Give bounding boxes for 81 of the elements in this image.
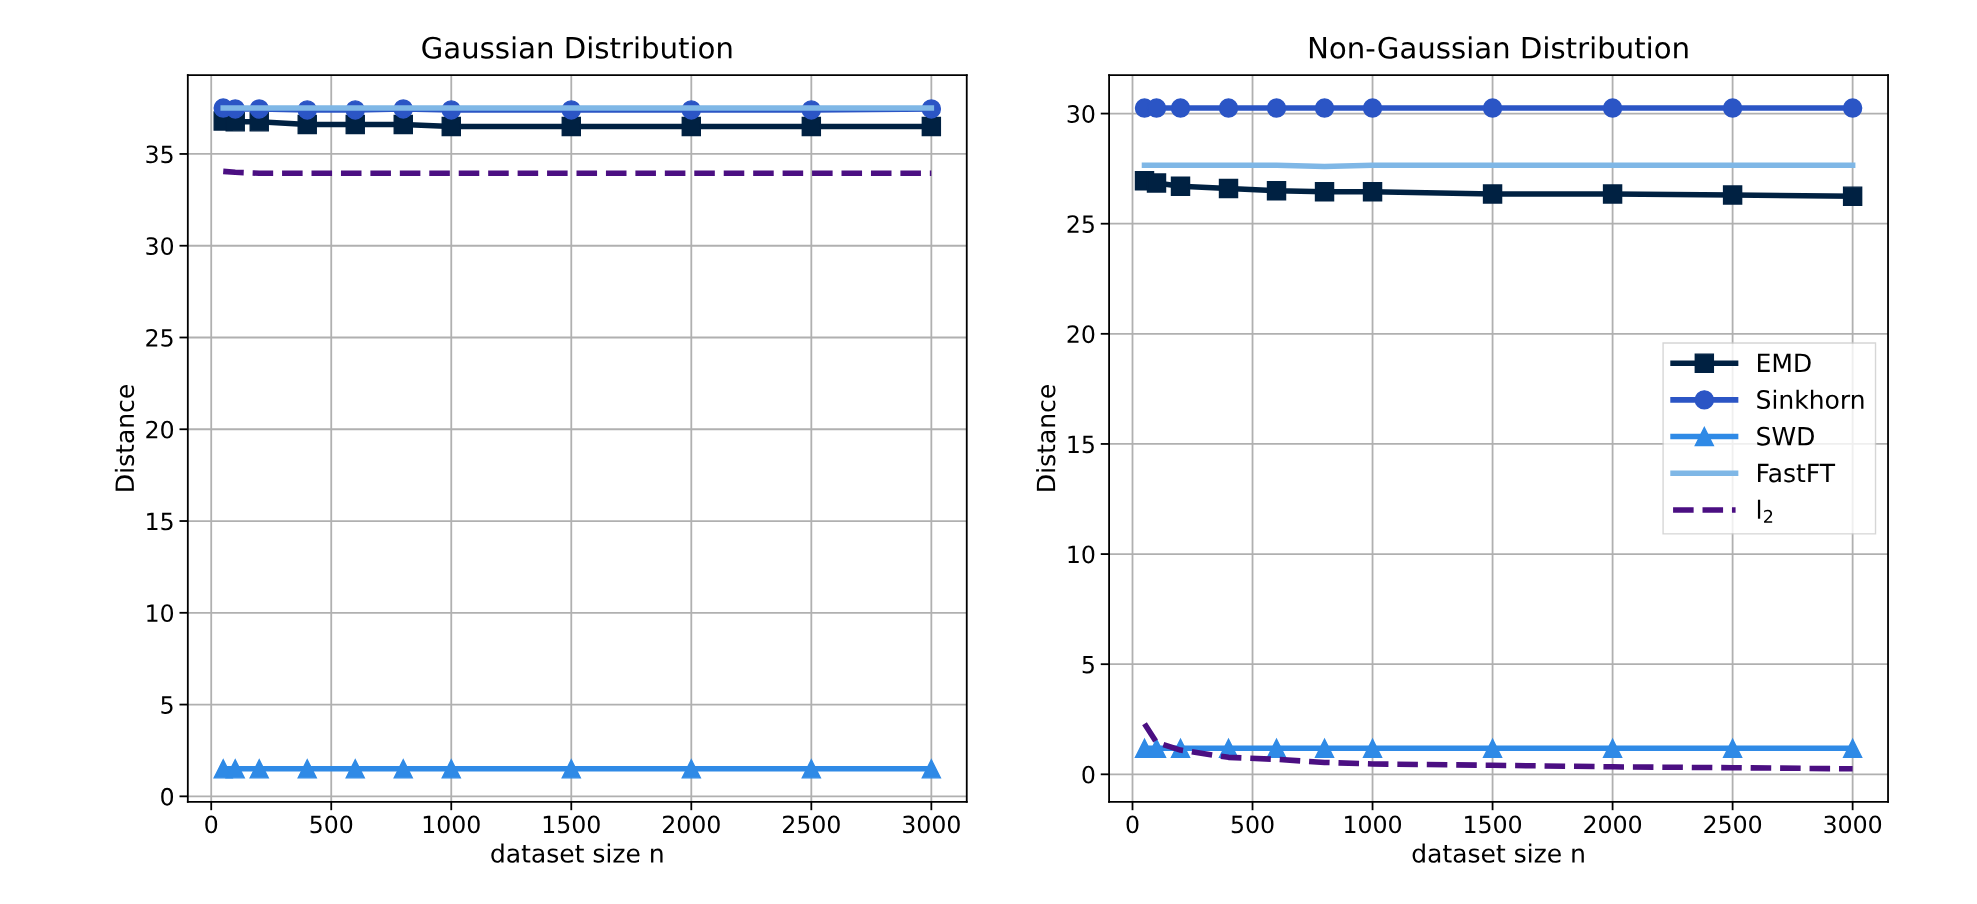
y-tick-label: 20 xyxy=(146,420,174,439)
y-tick-label: 0 xyxy=(1082,765,1095,784)
point xyxy=(249,759,269,779)
point xyxy=(1266,738,1287,759)
point xyxy=(441,116,461,137)
y-tick-label: 30 xyxy=(146,237,174,256)
y-tick-label: 30 xyxy=(1067,105,1095,123)
point xyxy=(681,759,702,779)
x-tick-label: 2500 xyxy=(1704,815,1762,834)
y-tick-label: 10 xyxy=(1068,545,1095,564)
point xyxy=(225,759,245,779)
x-axis-title: dataset size n xyxy=(491,843,663,863)
x-tick-label: 3000 xyxy=(1824,815,1882,834)
y-tick-label: 25 xyxy=(1067,215,1094,233)
point xyxy=(801,116,822,137)
point xyxy=(561,116,582,137)
point xyxy=(297,759,317,779)
x-tick-label: 1500 xyxy=(1465,815,1522,834)
chart-title: Gaussian Distribution xyxy=(422,36,732,59)
point xyxy=(1482,98,1503,118)
x-tick-label: 2000 xyxy=(662,815,720,834)
point xyxy=(1362,738,1383,759)
x-tick-label: 1000 xyxy=(423,815,480,834)
point xyxy=(1362,182,1383,202)
point xyxy=(1482,738,1503,759)
x-tick-label: 0 xyxy=(1126,815,1139,834)
y-tick-label: 15 xyxy=(147,512,173,531)
point xyxy=(1314,98,1335,118)
point xyxy=(441,759,461,779)
x-tick-label: 1000 xyxy=(1345,815,1402,834)
point xyxy=(1362,98,1383,118)
point xyxy=(561,759,582,779)
point xyxy=(1266,98,1287,118)
point xyxy=(1266,180,1287,201)
point xyxy=(1602,738,1623,759)
point xyxy=(1314,738,1335,759)
point xyxy=(1170,176,1191,196)
point xyxy=(921,759,942,779)
x-tick-label: 0 xyxy=(205,815,218,834)
point xyxy=(1722,98,1743,118)
point xyxy=(1482,184,1503,204)
chart-title: Non-Gaussian Distribution xyxy=(1309,36,1688,59)
x-tick-label: 1500 xyxy=(543,815,600,834)
point xyxy=(1722,738,1743,759)
point xyxy=(1842,98,1863,118)
point xyxy=(1722,185,1743,205)
y-axis-title: Distance xyxy=(114,385,135,491)
point xyxy=(1842,186,1863,206)
x-tick-label: 2500 xyxy=(783,815,840,834)
legend-label: EMD xyxy=(1758,353,1811,372)
y-tick-label: 15 xyxy=(1068,435,1094,454)
x-tick-label: 500 xyxy=(1231,815,1274,834)
y-tick-label: 5 xyxy=(161,696,173,714)
legend-label: FastFT xyxy=(1758,463,1836,483)
y-tick-label: 25 xyxy=(146,328,173,347)
y-tick-label: 10 xyxy=(147,604,174,623)
y-tick-label: 20 xyxy=(1067,325,1095,344)
point xyxy=(345,759,365,779)
x-axis-title: dataset size n xyxy=(1412,843,1584,863)
point xyxy=(1146,173,1167,193)
point xyxy=(1842,738,1863,759)
y-axis-title: Distance xyxy=(1036,385,1056,491)
point xyxy=(1218,178,1239,199)
y-tick-label: 5 xyxy=(1082,655,1094,674)
point xyxy=(801,759,822,779)
legend-label: Sinkhorn xyxy=(1757,389,1864,409)
point xyxy=(1602,184,1623,204)
legend-label: l$_{2}$ xyxy=(1757,499,1773,523)
point xyxy=(1170,98,1191,118)
y-tick-label: 0 xyxy=(161,787,174,806)
point xyxy=(921,116,942,137)
x-tick-label: 3000 xyxy=(903,815,960,834)
x-tick-label: 500 xyxy=(310,815,353,834)
x-tick-label: 2000 xyxy=(1584,815,1642,834)
y-tick-label: 35 xyxy=(146,145,173,164)
point xyxy=(1314,182,1335,202)
point xyxy=(681,116,702,137)
point xyxy=(1602,98,1623,118)
legend-label: SWD xyxy=(1757,426,1814,446)
point xyxy=(1218,98,1239,118)
point xyxy=(393,759,413,779)
